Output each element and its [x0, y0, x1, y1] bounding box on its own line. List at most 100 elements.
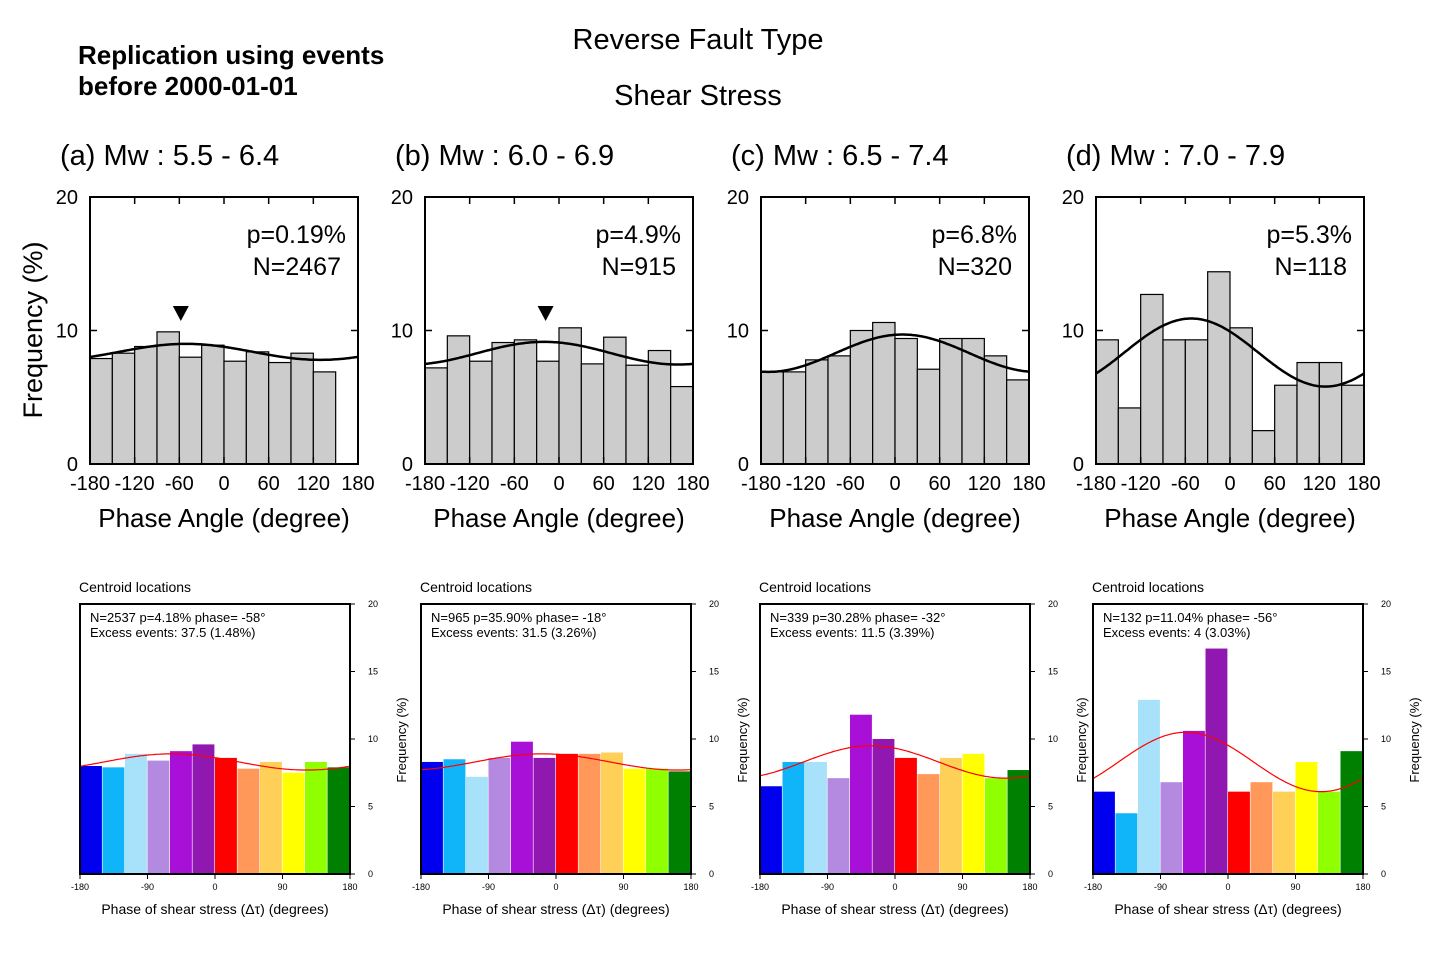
fit-curve — [79, 753, 351, 771]
histogram-bar — [782, 371, 807, 465]
x-tick-label: 0 — [212, 882, 217, 892]
y-tick-label: 5 — [368, 802, 373, 812]
histogram-bar — [827, 355, 851, 465]
histogram-bar — [536, 360, 560, 465]
x-tick-label: -90 — [482, 882, 495, 892]
y-tick-label: 0 — [402, 454, 413, 476]
replication-line-2: before 2000-01-01 — [78, 71, 298, 101]
histogram-bar — [782, 761, 805, 874]
histogram-bar — [1273, 791, 1295, 874]
panel-title: (c) Mw : 6.5 - 7.4 — [731, 140, 949, 172]
top-panel-2: (b) Mw : 6.0 - 6.9 0 10 20 -180 -120 -60 0 60 120… — [391, 140, 710, 533]
x-tick-label: 120 — [968, 473, 1001, 495]
y-tick-label: 10 — [727, 321, 749, 343]
histogram-bar — [827, 778, 850, 874]
panel-title: (b) Mw : 6.0 - 6.9 — [395, 140, 614, 172]
histogram-bar — [872, 739, 895, 874]
y-tick-label: 20 — [391, 187, 413, 209]
histogram-bar — [1318, 361, 1343, 465]
histogram-bar — [513, 339, 538, 465]
x-tick-label: 180 — [1022, 882, 1037, 892]
x-tick-label: -120 — [786, 473, 826, 495]
y-tick-label: 20 — [1048, 599, 1058, 609]
fit-curve — [420, 753, 691, 771]
panel-title: Centroid locations — [1092, 579, 1204, 595]
y-tick-label: 15 — [1381, 667, 1391, 677]
histogram-bar — [578, 753, 601, 874]
y-tick-label: 10 — [709, 734, 719, 744]
histogram-bar — [268, 361, 292, 465]
y-axis-label: Frequency (%) — [394, 697, 409, 782]
x-tick-label: 90 — [1290, 882, 1300, 892]
x-tick-label: -60 — [165, 473, 194, 495]
replication-note: Replication using events before 2000-01-… — [78, 40, 384, 102]
histogram-bar — [327, 767, 350, 874]
x-tick-label: -120 — [1121, 473, 1161, 495]
x-tick-label: -120 — [450, 473, 490, 495]
histogram-bar — [469, 360, 493, 465]
histogram-bar — [1229, 327, 1253, 465]
x-tick-label: -180 — [751, 882, 769, 892]
y-tick-label: 0 — [709, 869, 714, 879]
x-tick-label: -180 — [1076, 473, 1116, 495]
histogram-bar — [1295, 761, 1318, 874]
histogram-bar — [134, 345, 158, 465]
histogram-bar — [1115, 813, 1138, 874]
x-tick-label: 90 — [618, 882, 628, 892]
x-axis-label: Phase Angle (degree) — [98, 503, 350, 533]
fit-curve — [89, 342, 359, 362]
x-tick-label: 0 — [1225, 882, 1230, 892]
figure-title: Reverse Fault Type — [572, 24, 824, 56]
histogram-bar — [1006, 379, 1030, 465]
histogram-bar — [916, 368, 941, 465]
histogram-bar — [245, 351, 270, 465]
x-tick-label: -90 — [141, 882, 154, 892]
x-tick-label: 120 — [1303, 473, 1336, 495]
x-tick-label: -60 — [1171, 473, 1200, 495]
x-axis-label: Phase of shear stress (Δτ) (degrees) — [101, 901, 328, 917]
panel-title: (d) Mw : 7.0 - 7.9 — [1066, 140, 1285, 172]
y-tick-label: 0 — [738, 454, 749, 476]
histogram-bar — [646, 768, 668, 874]
x-tick-label: 90 — [957, 882, 967, 892]
histogram-bar — [89, 357, 113, 465]
replication-line-1: Replication using events — [78, 40, 385, 70]
histogram-bar — [1251, 430, 1276, 465]
sample-count-label: N=118 — [1274, 253, 1347, 281]
x-tick-label: -180 — [71, 882, 89, 892]
x-tick-label: -60 — [836, 473, 865, 495]
histogram-bar — [1228, 791, 1250, 874]
stats-line: N=339 p=30.28% phase= -32° — [770, 610, 945, 625]
histogram-bar — [601, 752, 623, 874]
x-tick-label: -120 — [115, 473, 155, 495]
histogram-bar — [872, 321, 896, 465]
histogram-bar — [894, 337, 918, 465]
x-tick-label: 60 — [929, 473, 951, 495]
y-tick-label: 15 — [709, 667, 719, 677]
y-axis-label: Frequency (%) — [1074, 697, 1089, 782]
x-axis-label: Phase Angle (degree) — [1104, 503, 1356, 533]
figure-subtitle: Shear Stress — [614, 80, 782, 112]
y-tick-label: 10 — [1062, 321, 1084, 343]
y-tick-label: 20 — [727, 187, 749, 209]
histogram-bar — [1207, 271, 1231, 465]
histogram-bar — [237, 768, 260, 874]
x-tick-label: -180 — [741, 473, 781, 495]
histogram-bar — [1007, 770, 1030, 874]
y-tick-label: 10 — [1048, 734, 1058, 744]
histogram-bar — [102, 767, 125, 874]
y-axis-label: Frequency (%) — [735, 697, 750, 782]
triangle-down-marker-icon — [172, 306, 189, 321]
x-tick-label: 120 — [297, 473, 330, 495]
histogram-bar — [623, 768, 646, 874]
panel-title: (a) Mw : 5.5 - 6.4 — [60, 140, 279, 172]
y-tick-label: 10 — [1381, 734, 1391, 744]
x-tick-label: -180 — [70, 473, 110, 495]
bottom-panel-1: Centroid locations 0 5 10 15 20 -180 -90 0 90 180 P… — [71, 579, 409, 917]
histogram-bar — [192, 744, 215, 874]
histogram-bar — [962, 753, 985, 874]
histogram-bar — [1138, 699, 1160, 874]
y-tick-label: 5 — [1048, 802, 1053, 812]
y-tick-label: 10 — [368, 734, 378, 744]
histogram-bar — [1183, 730, 1205, 874]
